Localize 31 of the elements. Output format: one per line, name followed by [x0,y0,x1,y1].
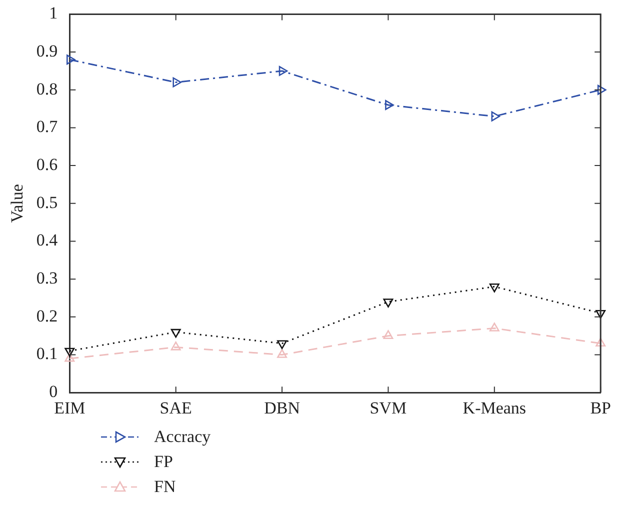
x-tick-label: BP [590,398,611,418]
x-tick-label: SVM [370,398,407,418]
point [385,100,394,110]
point [383,330,394,339]
y-tick-label: 0.8 [36,79,58,98]
point [277,349,288,358]
y-axis-title: Value [8,184,27,223]
y-tick-label: 0.9 [36,42,58,61]
legend-label: FP [154,452,173,472]
point [64,352,75,362]
y-tick-label: 0.3 [36,268,58,288]
point [278,66,288,76]
x-tick-label: K-Means [462,398,526,418]
y-tick-label: 0.5 [36,192,58,212]
y-tick-label: 0.7 [36,117,58,136]
y-tick-label: 0.2 [36,306,58,326]
y-tick-label: 0.4 [36,230,58,250]
y-tick-label: 0.1 [36,344,58,364]
y-tick-label: 1 [49,4,58,23]
point [66,54,76,65]
legend-label: FN [154,476,176,496]
x-tick-label: DBN [264,398,300,418]
legend-label: Accracy [154,426,211,446]
point [597,84,606,95]
point [489,322,500,332]
point [170,342,181,350]
point [596,338,606,347]
point [491,111,500,122]
x-tick-label: SAE [160,398,192,418]
point [172,77,182,88]
y-tick-label: 0.6 [36,155,58,174]
